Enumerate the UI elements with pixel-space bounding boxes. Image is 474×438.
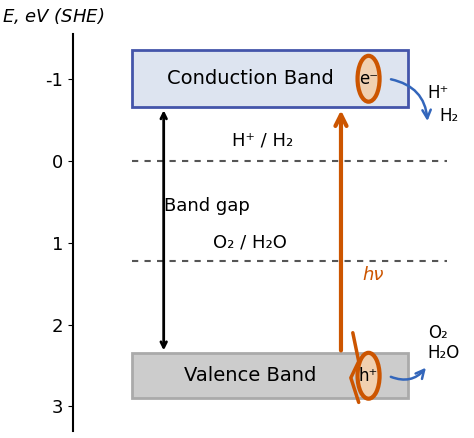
Text: $E$, eV (SHE): $E$, eV (SHE) [2, 6, 105, 26]
Text: H₂O: H₂O [428, 344, 460, 362]
Text: O₂ / H₂O: O₂ / H₂O [213, 233, 287, 251]
Text: Band gap: Band gap [164, 197, 250, 215]
Text: H₂: H₂ [439, 106, 459, 125]
Text: H⁺ / H₂: H⁺ / H₂ [232, 131, 293, 149]
FancyBboxPatch shape [132, 353, 408, 398]
FancyBboxPatch shape [132, 50, 408, 107]
Text: H⁺: H⁺ [428, 85, 449, 102]
Text: Valence Band: Valence Band [184, 366, 317, 385]
Text: Conduction Band: Conduction Band [167, 69, 334, 88]
Circle shape [357, 56, 380, 102]
Text: O₂: O₂ [428, 324, 447, 342]
Text: e⁻: e⁻ [359, 70, 378, 88]
Text: hν: hν [363, 266, 384, 284]
Circle shape [357, 353, 380, 399]
Text: h⁺: h⁺ [359, 367, 378, 385]
